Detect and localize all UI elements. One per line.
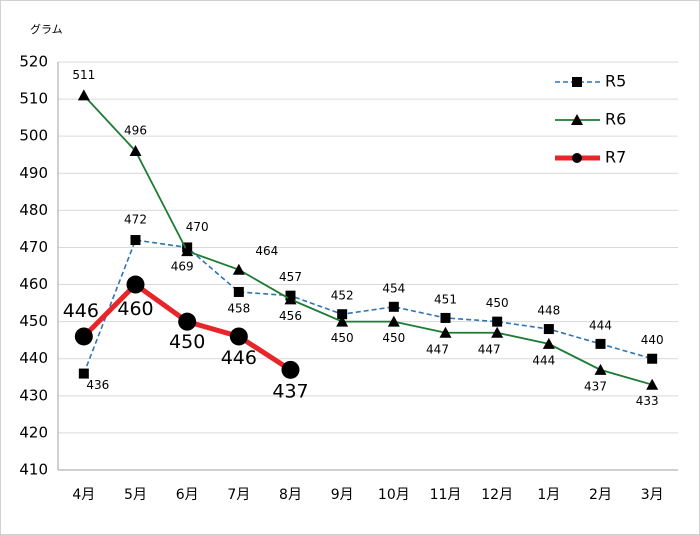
y-tick-label: 470 xyxy=(19,238,48,256)
x-tick-label: 9月 xyxy=(331,487,354,503)
data-label: 433 xyxy=(636,394,659,408)
marker xyxy=(229,327,248,346)
marker xyxy=(74,327,93,346)
marker xyxy=(130,235,141,246)
data-label: 436 xyxy=(86,378,109,392)
data-label: 472 xyxy=(124,213,147,227)
marker xyxy=(78,368,89,379)
data-label: 469 xyxy=(171,260,194,274)
data-label: 496 xyxy=(124,124,147,138)
marker xyxy=(542,337,555,349)
legend-label: R6 xyxy=(605,110,626,129)
y-tick-label: 520 xyxy=(19,53,48,71)
marker xyxy=(439,326,452,338)
marker xyxy=(572,153,582,163)
marker xyxy=(491,326,504,338)
data-label: 511 xyxy=(72,68,95,82)
marker xyxy=(281,360,300,379)
x-tick-label: 10月 xyxy=(378,487,410,503)
marker xyxy=(233,286,244,297)
marker xyxy=(336,315,349,327)
data-label: 450 xyxy=(486,296,509,310)
data-label: 450 xyxy=(382,331,405,345)
data-label: 452 xyxy=(331,289,354,303)
marker xyxy=(543,324,554,335)
marker xyxy=(571,114,583,125)
x-tick-label: 4月 xyxy=(72,487,95,503)
y-tick-label: 500 xyxy=(19,127,48,145)
x-tick-label: 1月 xyxy=(537,487,560,503)
marker xyxy=(572,77,582,87)
x-tick-label: 7月 xyxy=(227,487,250,503)
data-label: 448 xyxy=(537,304,560,318)
x-tick-label: 6月 xyxy=(176,487,199,503)
marker xyxy=(388,301,399,312)
data-label: 450 xyxy=(169,331,205,353)
series-line xyxy=(83,94,653,386)
data-label: 470 xyxy=(186,220,209,234)
x-tick-label: 3月 xyxy=(641,487,664,503)
data-label: 457 xyxy=(279,270,302,284)
x-tick-label: 8月 xyxy=(279,487,302,503)
y-tick-label: 490 xyxy=(19,164,48,182)
data-label: 437 xyxy=(584,379,607,393)
y-axis-label: グラム xyxy=(30,22,63,36)
data-label: 454 xyxy=(382,281,405,295)
data-label: 447 xyxy=(478,342,501,356)
x-tick-label: 2月 xyxy=(589,487,612,503)
marker xyxy=(284,293,297,305)
marker xyxy=(77,89,90,101)
data-label: 444 xyxy=(532,353,555,367)
marker xyxy=(492,316,503,327)
y-tick-label: 430 xyxy=(19,386,48,404)
data-label: 464 xyxy=(255,244,278,258)
data-label: 446 xyxy=(63,300,99,322)
y-tick-label: 420 xyxy=(19,423,48,441)
marker xyxy=(126,275,145,294)
y-tick-label: 410 xyxy=(19,461,48,479)
x-tick-label: 11月 xyxy=(430,487,462,503)
y-tick-label: 460 xyxy=(19,275,48,293)
marker xyxy=(595,338,606,349)
data-label: 458 xyxy=(227,301,250,315)
y-tick-label: 510 xyxy=(19,90,48,108)
marker xyxy=(387,315,400,327)
y-tick-label: 440 xyxy=(19,349,48,367)
marker xyxy=(178,312,197,331)
marker xyxy=(181,245,194,257)
data-label: 460 xyxy=(117,298,153,320)
marker xyxy=(594,363,607,375)
data-label: 444 xyxy=(589,318,612,332)
data-label: 456 xyxy=(279,309,302,323)
x-tick-label: 5月 xyxy=(124,487,147,503)
data-label: 446 xyxy=(221,347,257,369)
series-line xyxy=(83,239,653,374)
legend-label: R7 xyxy=(605,148,626,167)
legend-label: R5 xyxy=(605,72,626,91)
data-label: 451 xyxy=(434,292,457,306)
marker xyxy=(337,309,348,320)
marker xyxy=(232,263,245,275)
y-tick-label: 480 xyxy=(19,201,48,219)
data-label: 447 xyxy=(426,342,449,356)
data-label: 440 xyxy=(641,333,664,347)
x-tick-label: 12月 xyxy=(481,487,513,503)
marker xyxy=(129,145,142,157)
data-label: 437 xyxy=(272,380,308,402)
marker xyxy=(646,378,659,390)
data-label: 450 xyxy=(331,331,354,345)
marker xyxy=(647,353,658,364)
marker xyxy=(440,312,451,323)
y-tick-label: 450 xyxy=(19,312,48,330)
